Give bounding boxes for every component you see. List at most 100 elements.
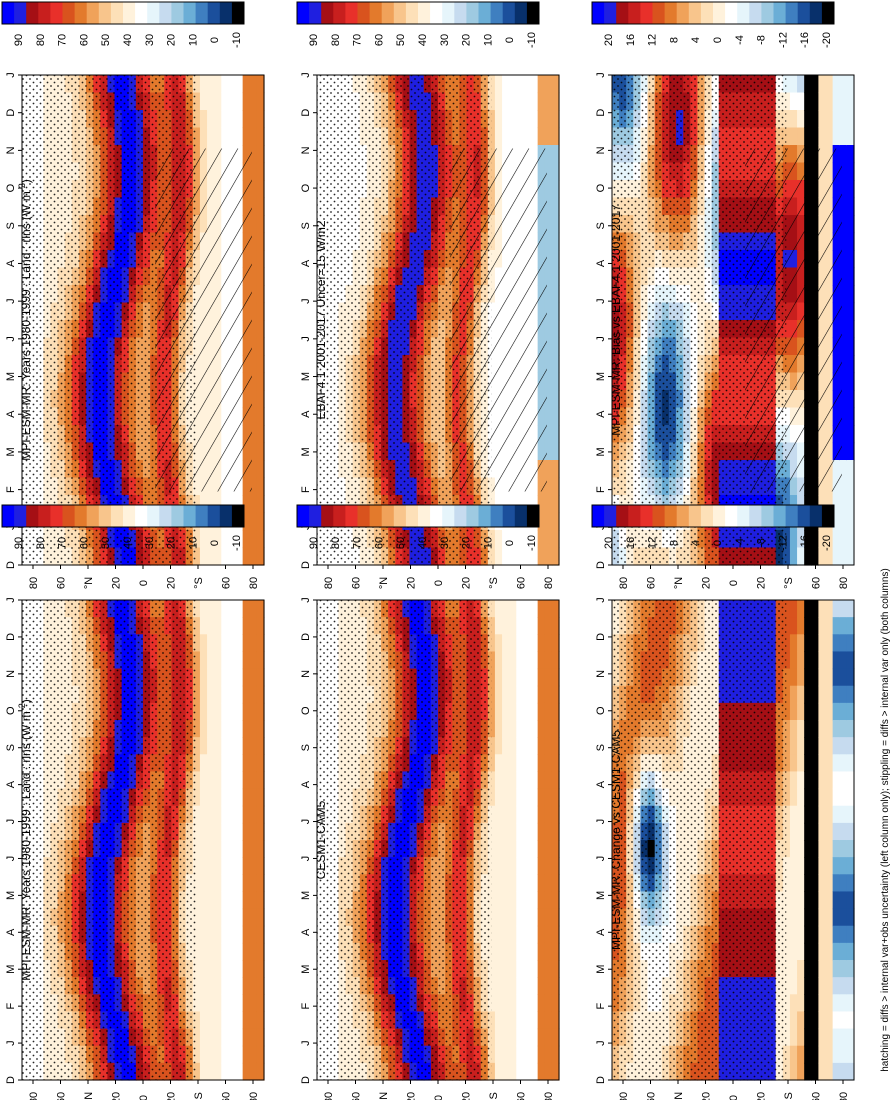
- heatmap-cell: [544, 407, 553, 426]
- heatmap-cell: [537, 617, 546, 635]
- heatmap-cell: [544, 355, 553, 374]
- heatmap-cell: [509, 92, 517, 111]
- colorbar-label: 20: [166, 34, 178, 46]
- heatmap-cell: [228, 857, 237, 875]
- heatmap-cell: [249, 925, 258, 944]
- heatmap-cell: [544, 617, 553, 635]
- heatmap-cell: [221, 942, 230, 961]
- heatmap-cell: [199, 75, 208, 94]
- colorbar-label: 70: [352, 34, 364, 46]
- colorbar-cell: [26, 2, 39, 24]
- heatmap-cell: [509, 805, 517, 824]
- heatmap-cell: [487, 110, 496, 129]
- colorbar-label: 10: [482, 537, 494, 549]
- heatmap-cell: [523, 754, 532, 773]
- colorbar-cell: [526, 2, 540, 24]
- heatmap-cell: [199, 908, 208, 927]
- heatmap-cell: [256, 840, 265, 858]
- month-tick-label: J: [300, 336, 312, 342]
- colorbar-cell: [26, 505, 39, 527]
- heatmap-cell: [797, 547, 805, 566]
- colorbar-cell: [309, 505, 322, 527]
- heatmap-cell: [789, 110, 798, 129]
- heatmap-cell: [537, 805, 546, 824]
- colorbar-label: 70: [57, 34, 69, 46]
- heatmap-cell: [551, 215, 560, 234]
- heatmap-cell: [494, 874, 503, 893]
- heatmap-cell: [207, 822, 215, 841]
- heatmap-cell: [544, 320, 553, 339]
- heatmap-cell: [214, 702, 222, 721]
- heatmap-cell: [551, 145, 560, 164]
- heatmap-cell: [228, 651, 237, 670]
- colorbar-cell: [297, 2, 310, 24]
- heatmap-cell: [537, 110, 546, 129]
- heatmap-cell: [235, 110, 244, 129]
- heatmap-cell: [256, 372, 265, 391]
- heatmap-cell: [221, 822, 230, 841]
- heatmap-cell: [523, 960, 532, 978]
- heatmap-cell: [228, 110, 237, 129]
- heatmap-cell: [516, 530, 525, 549]
- heatmap-cell: [494, 822, 503, 841]
- heatmap-cell: [221, 547, 230, 566]
- heatmap-cell: [782, 127, 791, 146]
- heatmap-cell: [192, 788, 201, 807]
- heatmap-cell: [207, 994, 215, 1013]
- heatmap-cell: [537, 737, 546, 755]
- heatmap-cell: [214, 805, 222, 824]
- heatmap-cell: [235, 702, 244, 721]
- heatmap-cell: [530, 771, 539, 790]
- heatmap-cell: [544, 1062, 553, 1081]
- heatmap-cell: [228, 822, 237, 841]
- heatmap-cell: [256, 197, 265, 216]
- heatmap-cell: [192, 994, 201, 1013]
- heatmap-cell: [811, 547, 820, 566]
- heatmap-cell: [537, 651, 546, 670]
- heatmap-cell: [249, 600, 258, 618]
- heatmap-cell: [242, 840, 251, 858]
- colorbar-frame: [296, 1, 540, 25]
- heatmap-cell: [537, 754, 546, 773]
- heatmap-cell: [256, 942, 265, 961]
- colorbar-mpi-right: 90 80 70 60 50 40 30 20 10 0 -10: [1, 504, 245, 551]
- heatmap-cell: [487, 668, 496, 687]
- heatmap-cell: [516, 651, 525, 670]
- heatmap-cell: [192, 1011, 201, 1030]
- heatmap-cell: [551, 857, 560, 875]
- colorbar-cell: [50, 505, 63, 527]
- heatmap-cell: [192, 857, 201, 875]
- heatmap-cell: [199, 925, 208, 944]
- month-tick-label: S: [5, 744, 17, 751]
- heatmap-cell: [530, 530, 539, 549]
- heatmap-cell: [235, 737, 244, 755]
- colorbar-label: 90: [308, 34, 320, 46]
- heatmap-cell: [502, 495, 510, 514]
- heatmap-cell: [256, 994, 265, 1013]
- heatmap-cell: [544, 822, 553, 841]
- heatmap-cell: [207, 805, 215, 824]
- heatmap-cell: [199, 634, 208, 653]
- heatmap-cell: [487, 857, 496, 875]
- heatmap-cell: [487, 908, 496, 927]
- heatmap-cell: [551, 908, 560, 927]
- colorbar-label: 50: [100, 537, 112, 549]
- latitude-tick-label: 20: [166, 1092, 178, 1100]
- month-tick-label: D: [300, 633, 312, 641]
- latitude-ticks: 80 60 °N 20 0 20 °S 60 80: [323, 565, 555, 589]
- heatmap-cell: [221, 668, 230, 687]
- heatmap-cell: [214, 1028, 222, 1047]
- heatmap-cell: [551, 942, 560, 961]
- heatmap-cell: [494, 788, 503, 807]
- colorbar-cell: [502, 505, 516, 527]
- heatmap-cell: [235, 925, 244, 944]
- colorbar-cell: [309, 2, 322, 24]
- month-tick-label: N: [300, 670, 312, 678]
- heatmap-cell: [544, 215, 553, 234]
- heatmap-cell: [249, 702, 258, 721]
- heatmap-cell: [228, 891, 237, 910]
- heatmap-cell: [551, 390, 560, 409]
- heatmap-cell: [256, 477, 265, 496]
- heatmap-cell: [256, 720, 265, 738]
